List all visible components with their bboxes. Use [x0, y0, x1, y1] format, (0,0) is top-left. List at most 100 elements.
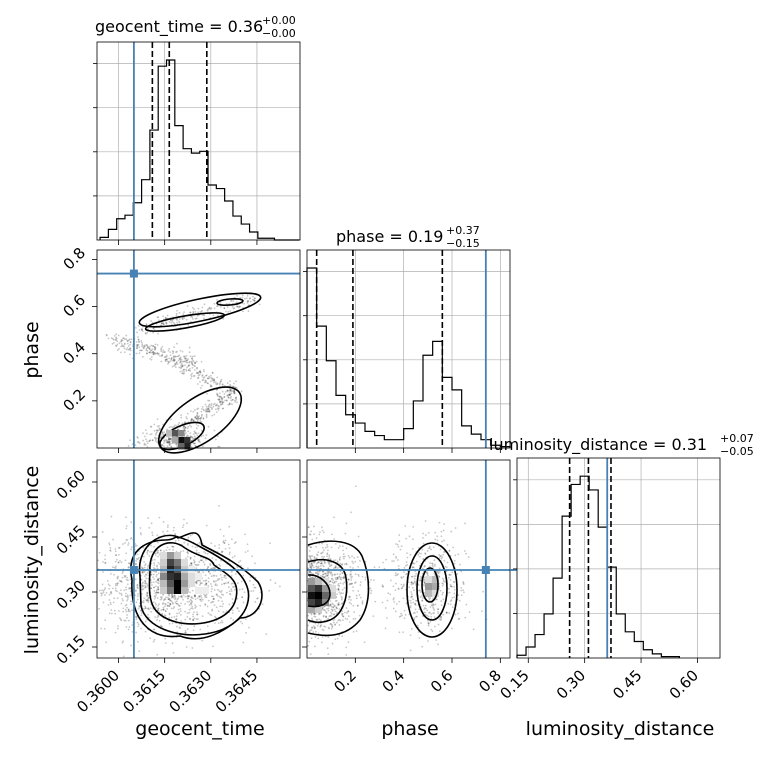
panel-time-distance-sample-point: [209, 613, 211, 616]
panel-time-distance-sample-point: [180, 624, 183, 627]
panel-time-distance-sample-point: [146, 592, 149, 595]
panel-time-distance-sample-point: [169, 602, 171, 605]
panel-time-distance-density-cell: [160, 580, 167, 587]
panel-time-distance-sample-point: [136, 598, 139, 601]
panel-phase-distance-sample-point: [386, 617, 388, 619]
panel-phase-distance-sample-point: [443, 559, 446, 562]
panel-time-distance-sample-point: [116, 576, 119, 579]
panel-phase-distance-xtick-label-0: 0.2: [330, 666, 360, 696]
panel-time-phase-ytick-label-3: 0.8: [60, 244, 90, 274]
panel-time-distance-sample-point: [158, 603, 160, 605]
panel-phase-distance-sample-point: [334, 573, 337, 576]
panel-time-distance-sample-point: [147, 599, 150, 602]
panel-time-phase-sample-point: [170, 440, 173, 442]
panel-time-distance-sample-point: [117, 561, 120, 564]
panel-time-distance-sample-point: [187, 542, 189, 545]
panel-time-phase-sample-point: [235, 397, 238, 400]
panel-time-phase-sample-point: [208, 375, 210, 378]
panel-time-phase-sample-point: [233, 391, 236, 393]
panel-time-phase-sample-point: [205, 374, 207, 377]
panel-time-distance-contour-inner: [148, 542, 238, 625]
title-geocent-time: geocent_time = 0.36: [95, 17, 263, 37]
panel-time-distance-sample-point: [124, 559, 127, 562]
panel-time-phase-sample-point: [196, 408, 199, 410]
panel-time-distance-sample-point: [166, 530, 169, 533]
panel-phase-distance-sample-point: [338, 558, 341, 560]
panel-time-distance-sample-point: [167, 594, 170, 596]
panel-phase-distance-sample-point: [327, 609, 330, 612]
panel-phase-distance-sample-point: [361, 575, 364, 578]
panel-time-phase-sample-point: [105, 333, 108, 336]
panel-time-distance-sample-point: [197, 618, 199, 620]
panel-time-distance-sample-point: [174, 595, 177, 598]
panel-phase-distance-sample-point: [424, 534, 427, 536]
panel-phase-distance-sample-point: [317, 565, 320, 568]
panel-phase-distance-sample-point: [308, 545, 310, 548]
panel-time-phase-sample-point: [226, 390, 229, 392]
panel-phase-distance-sample-point: [310, 530, 313, 533]
panel-time-distance-sample-point: [158, 516, 161, 519]
panel-phase-distance-contour-left-core: [307, 574, 331, 608]
panel-phase-distance-sample-point: [311, 538, 314, 541]
panel-time-phase-sample-point: [120, 340, 122, 343]
panel-time-phase-sample-point: [221, 398, 224, 401]
panel-time-distance-sample-point: [127, 544, 130, 546]
panel-time-distance-sample-point: [140, 614, 143, 617]
panel-time-distance-sample-point: [136, 595, 139, 598]
panel-time-phase-sample-point: [230, 392, 233, 395]
panel-phase-distance-sample-point: [330, 578, 333, 580]
panel-time-distance-sample-point: [186, 597, 189, 600]
panel-time-phase-sample-point: [162, 349, 165, 352]
panel-phase-distance-sample-point: [334, 600, 337, 602]
panel-time-distance-sample-point: [192, 619, 194, 622]
panel-time-phase-sample-point: [191, 366, 194, 369]
panel-time-phase-sample-point: [240, 390, 243, 393]
panel-time-distance-sample-point: [135, 562, 137, 565]
panel-time-distance-sample-point: [253, 586, 256, 589]
panel-time-phase-sample-point: [207, 377, 210, 380]
panel-phase-distance-sample-point: [411, 586, 414, 589]
panel-phase-distance-sample-point: [345, 562, 348, 565]
panel-time-phase-sample-point: [167, 441, 170, 443]
panel-time-distance-sample-point: [207, 612, 210, 614]
panel-phase-distance-sample-point: [394, 574, 397, 577]
panel-time-phase-sample-point: [235, 301, 238, 304]
panel-phase-distance-sample-point: [409, 606, 412, 609]
panel-time-phase-sample-point: [196, 416, 199, 419]
panel-time-distance-sample-point: [164, 637, 167, 640]
panel-phase-distance-sample-point: [346, 612, 348, 614]
panel-phase-distance-sample-point: [330, 533, 333, 536]
panel-phase-distance-sample-point: [433, 616, 436, 619]
panel-time-phase-sample-point: [126, 339, 129, 342]
panel-time-distance-sample-point: [193, 555, 196, 558]
panel-time-distance-density-cell: [181, 559, 188, 566]
panel-phase-distance-sample-point: [334, 559, 337, 562]
panel-phase-distance-sample-point: [400, 587, 403, 590]
panel-phase-distance-sample-point: [334, 624, 336, 626]
panel-phase-distance-sample-point: [346, 618, 349, 621]
panel-time-phase-sample-point: [207, 405, 210, 408]
panel-time-distance-sample-point: [120, 580, 122, 582]
panel-phase-distance-sample-point: [310, 546, 312, 549]
panel-phase-distance-sample-point: [422, 537, 424, 539]
panel-time-distance-sample-point: [211, 557, 214, 559]
panel-time-phase-sample-point: [193, 369, 196, 371]
panel-time-distance-sample-point: [199, 579, 201, 582]
panel-phase-distance-sample-point: [343, 576, 346, 579]
panel-time-phase-sample-point: [177, 355, 180, 358]
panel-time-phase-sample-point: [185, 416, 188, 418]
panel-time-phase-sample-point: [174, 359, 176, 361]
panel-time-phase-sample-point: [191, 363, 194, 366]
panel-time-distance-sample-point: [207, 585, 210, 587]
panel-phase-distance-sample-point: [395, 555, 397, 558]
panel-time-distance-sample-point: [115, 558, 118, 561]
panel-time-distance-sample-point: [134, 543, 137, 545]
panel-time-distance-sample-point: [142, 588, 145, 591]
panel-time-phase-sample-point: [126, 347, 129, 349]
panel-time-distance-sample-point: [163, 614, 166, 616]
panel-time-distance-sample-point: [142, 581, 145, 584]
panel-time-phase-sample-point: [149, 351, 152, 354]
panel-phase-distance-sample-point: [424, 552, 427, 555]
panel-time-phase-sample-point: [235, 398, 238, 401]
panel-time-phase-sample-point: [211, 371, 214, 374]
